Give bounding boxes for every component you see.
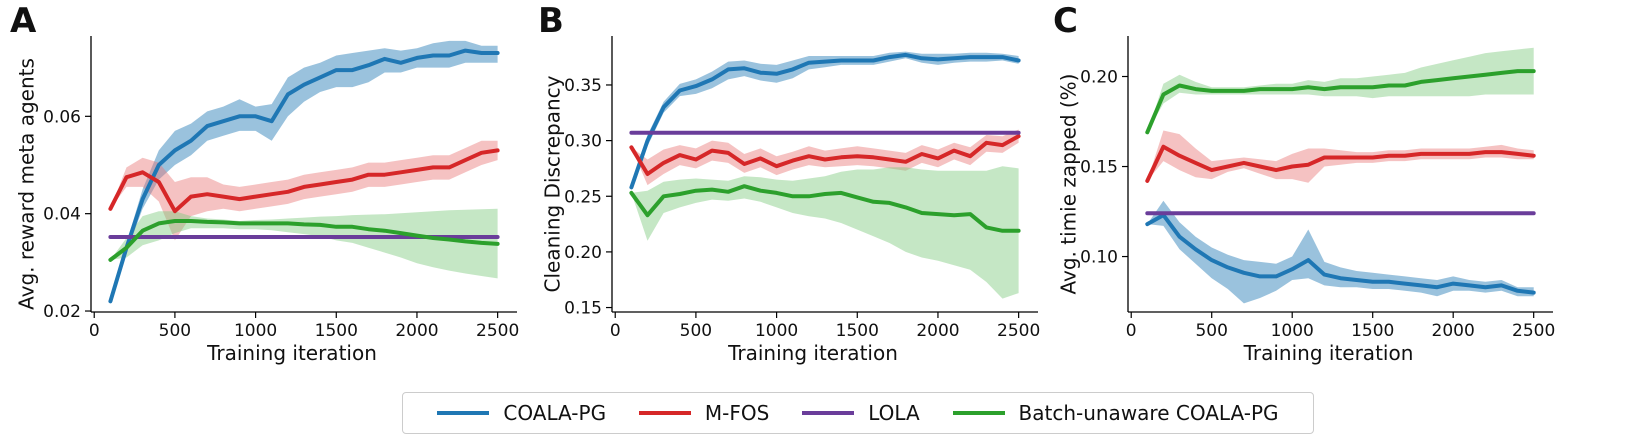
y-tick-label: 0.02 [43, 302, 81, 322]
x-tick-label: 2500 [997, 321, 1040, 341]
x-tick-label: 500 [1195, 321, 1227, 341]
band-a-coala [110, 40, 498, 302]
y-tick-label: 0.06 [43, 107, 81, 127]
band-c-coala [1147, 200, 1534, 304]
line-c-coala [1145, 213, 1536, 295]
y-tick-label: 0.15 [564, 299, 602, 319]
panel-letter: B [538, 1, 564, 41]
y-tick-label: 0.30 [564, 132, 602, 152]
band-b-mfos [631, 129, 1019, 186]
y-axis-label: Avg. reward meta agents [15, 58, 39, 310]
x-tick-label: 1500 [1351, 321, 1394, 341]
legend-item-m-fos: M-FOS [638, 401, 770, 425]
x-axis-label: Training iteration [727, 341, 898, 365]
line-a-mfos [108, 148, 500, 214]
panel-letter: A [10, 1, 37, 41]
x-axis-label: Training iteration [1243, 341, 1414, 365]
x-tick-label: 1000 [1271, 321, 1314, 341]
legend-swatch-lola [802, 411, 855, 415]
band-a-batch [110, 208, 498, 279]
x-tick-label: 2500 [476, 321, 519, 341]
x-tick-label: 1000 [755, 321, 798, 341]
y-tick-label: 0.10 [1080, 248, 1118, 268]
legend-item-coala-pg: COALA-PG [437, 401, 606, 425]
line-c-batch [1145, 69, 1536, 135]
x-tick-label: 0 [610, 321, 621, 341]
x-tick-label: 2000 [395, 321, 438, 341]
y-axis-label: Cleaning Discrepancy [541, 75, 565, 292]
panel-b: 0 500 1000 1500 2000 2500 0.15 0.20 0.25 0.30 0.35… [538, 1, 1040, 365]
y-tick-label: 0.20 [564, 243, 602, 263]
legend-label-batch-unaware: Batch-unaware COALA-PG [1018, 401, 1279, 425]
band-b-batch [631, 166, 1019, 299]
legend-label-lola: LOLA [868, 401, 920, 425]
y-tick-label: 0.35 [564, 76, 602, 96]
panel-c: 0 500 1000 1500 2000 2500 0.10 0.15 0.20 Training… [1053, 1, 1555, 365]
x-tick-label: 2500 [1512, 321, 1555, 341]
y-tick-label: 0.04 [43, 205, 81, 225]
line-a-coala [108, 48, 500, 304]
legend-swatch-batch-unaware [952, 411, 1005, 415]
x-tick-label: 500 [159, 321, 191, 341]
y-tick-label: 0.25 [564, 187, 602, 207]
x-axis-label: Training iteration [206, 341, 377, 365]
legend-swatch-m-fos [638, 411, 691, 415]
line-b-coala [629, 52, 1021, 190]
y-tick-label: 0.20 [1080, 68, 1118, 88]
legend-swatch-coala-pg [437, 411, 490, 415]
legend-item-batch-unaware: Batch-unaware COALA-PG [952, 401, 1279, 425]
line-c-mfos [1145, 144, 1536, 183]
legend: COALA-PG M-FOS LOLA Batch-unaware COALA-… [402, 392, 1314, 434]
legend-label-coala-pg: COALA-PG [503, 401, 607, 425]
y-axis-label: Avg. timie zapped (%) [1057, 74, 1081, 295]
legend-label-m-fos: M-FOS [704, 401, 770, 425]
band-c-batch [1147, 47, 1534, 133]
x-tick-label: 1500 [836, 321, 879, 341]
x-tick-label: 0 [89, 321, 100, 341]
legend-item-lola: LOLA [802, 401, 920, 425]
x-tick-label: 2000 [916, 321, 959, 341]
panel-letter: C [1053, 1, 1078, 41]
panel-a: 0 500 1000 1500 2000 2500 0.02 0.04 0.06 Training… [10, 1, 519, 365]
x-tick-label: 2000 [1432, 321, 1475, 341]
line-b-mfos [629, 134, 1021, 176]
y-tick-label: 0.15 [1080, 158, 1118, 178]
line-b-batch [629, 184, 1021, 233]
x-tick-label: 1000 [234, 321, 277, 341]
x-tick-label: 1500 [315, 321, 358, 341]
x-tick-label: 500 [680, 321, 712, 341]
band-a-mfos [110, 140, 498, 241]
x-tick-label: 0 [1126, 321, 1137, 341]
line-a-batch [108, 219, 500, 262]
